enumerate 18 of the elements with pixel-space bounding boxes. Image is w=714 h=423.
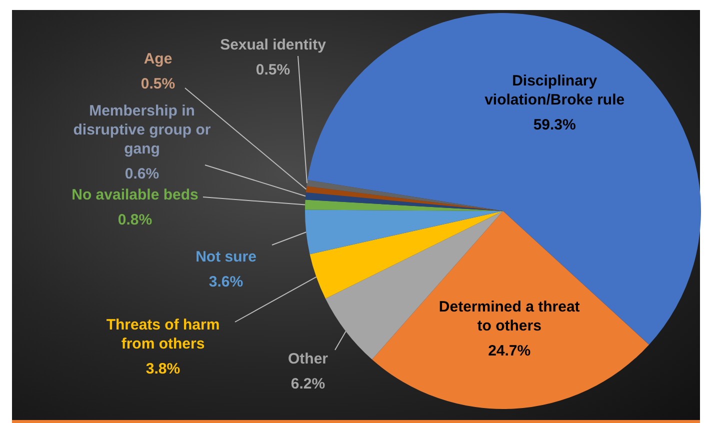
- data-label: 0.5%: [256, 62, 290, 79]
- data-label: 0.6%: [124, 166, 160, 183]
- data-label: 0.8%: [118, 212, 152, 229]
- data-label: 6.2%: [290, 376, 326, 393]
- slice-label: Membership in disruptive group or gang: [73, 102, 211, 158]
- slice-label: Not sure: [196, 248, 256, 266]
- data-label: 59.3%: [533, 116, 576, 134]
- slice-label: Age: [144, 50, 172, 68]
- slice-label: Disciplinary violation/Broke rule: [484, 72, 625, 109]
- slice-label: Sexual identity: [220, 36, 327, 54]
- slice-label: Other: [288, 350, 328, 368]
- data-label: 0.5%: [140, 76, 176, 93]
- slice-label: Threats of harm from others: [106, 316, 220, 353]
- data-label: 3.8%: [146, 360, 180, 378]
- data-label: 3.6%: [208, 274, 244, 291]
- slice-label: No available beds: [72, 186, 198, 204]
- slice-label: Determined a threat to others: [438, 298, 580, 334]
- data-label: 24.7%: [488, 342, 531, 360]
